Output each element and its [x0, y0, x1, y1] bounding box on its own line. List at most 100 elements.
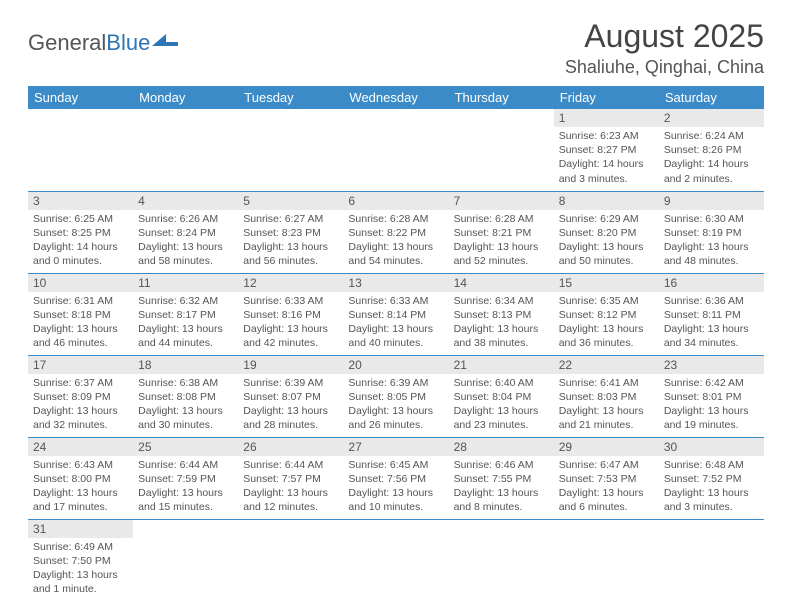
day-details: Sunrise: 6:24 AMSunset: 8:26 PMDaylight:…	[659, 127, 764, 190]
logo-flag-icon	[152, 32, 178, 50]
calendar-cell: 24Sunrise: 6:43 AMSunset: 8:00 PMDayligh…	[28, 437, 133, 519]
calendar-table: SundayMondayTuesdayWednesdayThursdayFrid…	[28, 86, 764, 601]
day-number: 6	[343, 192, 448, 210]
day-number: 24	[28, 438, 133, 456]
calendar-cell-empty	[449, 519, 554, 601]
day-details: Sunrise: 6:27 AMSunset: 8:23 PMDaylight:…	[238, 210, 343, 273]
day-details: Sunrise: 6:40 AMSunset: 8:04 PMDaylight:…	[449, 374, 554, 437]
day-number: 3	[28, 192, 133, 210]
day-details: Sunrise: 6:23 AMSunset: 8:27 PMDaylight:…	[554, 127, 659, 190]
day-details: Sunrise: 6:30 AMSunset: 8:19 PMDaylight:…	[659, 210, 764, 273]
day-number: 13	[343, 274, 448, 292]
calendar-cell-empty	[659, 519, 764, 601]
day-number: 16	[659, 274, 764, 292]
calendar-cell: 17Sunrise: 6:37 AMSunset: 8:09 PMDayligh…	[28, 355, 133, 437]
calendar-cell: 31Sunrise: 6:49 AMSunset: 7:50 PMDayligh…	[28, 519, 133, 601]
day-details: Sunrise: 6:32 AMSunset: 8:17 PMDaylight:…	[133, 292, 238, 355]
day-details: Sunrise: 6:25 AMSunset: 8:25 PMDaylight:…	[28, 210, 133, 273]
calendar-cell-empty	[28, 109, 133, 191]
day-number: 7	[449, 192, 554, 210]
month-title: August 2025	[565, 18, 764, 55]
day-number: 27	[343, 438, 448, 456]
calendar-cell: 18Sunrise: 6:38 AMSunset: 8:08 PMDayligh…	[133, 355, 238, 437]
day-details: Sunrise: 6:41 AMSunset: 8:03 PMDaylight:…	[554, 374, 659, 437]
calendar-row: 10Sunrise: 6:31 AMSunset: 8:18 PMDayligh…	[28, 273, 764, 355]
calendar-row: 3Sunrise: 6:25 AMSunset: 8:25 PMDaylight…	[28, 191, 764, 273]
title-block: August 2025 Shaliuhe, Qinghai, China	[565, 18, 764, 78]
calendar-row: 24Sunrise: 6:43 AMSunset: 8:00 PMDayligh…	[28, 437, 764, 519]
day-details: Sunrise: 6:28 AMSunset: 8:22 PMDaylight:…	[343, 210, 448, 273]
day-details: Sunrise: 6:46 AMSunset: 7:55 PMDaylight:…	[449, 456, 554, 519]
calendar-cell: 28Sunrise: 6:46 AMSunset: 7:55 PMDayligh…	[449, 437, 554, 519]
day-details: Sunrise: 6:29 AMSunset: 8:20 PMDaylight:…	[554, 210, 659, 273]
day-number: 31	[28, 520, 133, 538]
day-number: 17	[28, 356, 133, 374]
day-number: 10	[28, 274, 133, 292]
day-number: 21	[449, 356, 554, 374]
day-number: 19	[238, 356, 343, 374]
day-number: 18	[133, 356, 238, 374]
day-number: 25	[133, 438, 238, 456]
day-details: Sunrise: 6:49 AMSunset: 7:50 PMDaylight:…	[28, 538, 133, 601]
calendar-cell: 10Sunrise: 6:31 AMSunset: 8:18 PMDayligh…	[28, 273, 133, 355]
weekday-header: Wednesday	[343, 86, 448, 109]
calendar-row: 1Sunrise: 6:23 AMSunset: 8:27 PMDaylight…	[28, 109, 764, 191]
day-details: Sunrise: 6:47 AMSunset: 7:53 PMDaylight:…	[554, 456, 659, 519]
calendar-cell-empty	[343, 519, 448, 601]
day-details: Sunrise: 6:48 AMSunset: 7:52 PMDaylight:…	[659, 456, 764, 519]
weekday-header: Sunday	[28, 86, 133, 109]
calendar-cell-empty	[343, 109, 448, 191]
day-number: 12	[238, 274, 343, 292]
day-details: Sunrise: 6:39 AMSunset: 8:05 PMDaylight:…	[343, 374, 448, 437]
day-details: Sunrise: 6:26 AMSunset: 8:24 PMDaylight:…	[133, 210, 238, 273]
day-number: 8	[554, 192, 659, 210]
day-number: 23	[659, 356, 764, 374]
calendar-cell: 1Sunrise: 6:23 AMSunset: 8:27 PMDaylight…	[554, 109, 659, 191]
logo-text-2: Blue	[106, 30, 150, 56]
day-number: 9	[659, 192, 764, 210]
calendar-cell: 2Sunrise: 6:24 AMSunset: 8:26 PMDaylight…	[659, 109, 764, 191]
day-details: Sunrise: 6:44 AMSunset: 7:57 PMDaylight:…	[238, 456, 343, 519]
day-details: Sunrise: 6:38 AMSunset: 8:08 PMDaylight:…	[133, 374, 238, 437]
calendar-cell: 12Sunrise: 6:33 AMSunset: 8:16 PMDayligh…	[238, 273, 343, 355]
calendar-cell: 20Sunrise: 6:39 AMSunset: 8:05 PMDayligh…	[343, 355, 448, 437]
day-details: Sunrise: 6:36 AMSunset: 8:11 PMDaylight:…	[659, 292, 764, 355]
day-details: Sunrise: 6:42 AMSunset: 8:01 PMDaylight:…	[659, 374, 764, 437]
calendar-cell: 21Sunrise: 6:40 AMSunset: 8:04 PMDayligh…	[449, 355, 554, 437]
weekday-header-row: SundayMondayTuesdayWednesdayThursdayFrid…	[28, 86, 764, 109]
calendar-cell: 8Sunrise: 6:29 AMSunset: 8:20 PMDaylight…	[554, 191, 659, 273]
calendar-cell: 14Sunrise: 6:34 AMSunset: 8:13 PMDayligh…	[449, 273, 554, 355]
calendar-cell: 23Sunrise: 6:42 AMSunset: 8:01 PMDayligh…	[659, 355, 764, 437]
calendar-cell: 9Sunrise: 6:30 AMSunset: 8:19 PMDaylight…	[659, 191, 764, 273]
weekday-header: Tuesday	[238, 86, 343, 109]
calendar-cell: 27Sunrise: 6:45 AMSunset: 7:56 PMDayligh…	[343, 437, 448, 519]
day-details: Sunrise: 6:37 AMSunset: 8:09 PMDaylight:…	[28, 374, 133, 437]
calendar-cell: 29Sunrise: 6:47 AMSunset: 7:53 PMDayligh…	[554, 437, 659, 519]
day-details: Sunrise: 6:44 AMSunset: 7:59 PMDaylight:…	[133, 456, 238, 519]
calendar-cell-empty	[133, 109, 238, 191]
day-details: Sunrise: 6:33 AMSunset: 8:14 PMDaylight:…	[343, 292, 448, 355]
day-details: Sunrise: 6:35 AMSunset: 8:12 PMDaylight:…	[554, 292, 659, 355]
day-number: 30	[659, 438, 764, 456]
calendar-cell-empty	[238, 519, 343, 601]
day-number: 1	[554, 109, 659, 127]
calendar-cell: 13Sunrise: 6:33 AMSunset: 8:14 PMDayligh…	[343, 273, 448, 355]
calendar-cell: 15Sunrise: 6:35 AMSunset: 8:12 PMDayligh…	[554, 273, 659, 355]
day-number: 29	[554, 438, 659, 456]
day-details: Sunrise: 6:31 AMSunset: 8:18 PMDaylight:…	[28, 292, 133, 355]
calendar-row: 17Sunrise: 6:37 AMSunset: 8:09 PMDayligh…	[28, 355, 764, 437]
page-header: GeneralBlue August 2025 Shaliuhe, Qingha…	[28, 18, 764, 78]
day-number: 22	[554, 356, 659, 374]
day-number: 15	[554, 274, 659, 292]
day-details: Sunrise: 6:33 AMSunset: 8:16 PMDaylight:…	[238, 292, 343, 355]
logo-text-1: General	[28, 30, 106, 56]
calendar-cell: 25Sunrise: 6:44 AMSunset: 7:59 PMDayligh…	[133, 437, 238, 519]
calendar-cell: 5Sunrise: 6:27 AMSunset: 8:23 PMDaylight…	[238, 191, 343, 273]
calendar-row: 31Sunrise: 6:49 AMSunset: 7:50 PMDayligh…	[28, 519, 764, 601]
day-details: Sunrise: 6:45 AMSunset: 7:56 PMDaylight:…	[343, 456, 448, 519]
day-number: 11	[133, 274, 238, 292]
day-number: 20	[343, 356, 448, 374]
calendar-cell: 19Sunrise: 6:39 AMSunset: 8:07 PMDayligh…	[238, 355, 343, 437]
calendar-cell: 3Sunrise: 6:25 AMSunset: 8:25 PMDaylight…	[28, 191, 133, 273]
day-number: 26	[238, 438, 343, 456]
